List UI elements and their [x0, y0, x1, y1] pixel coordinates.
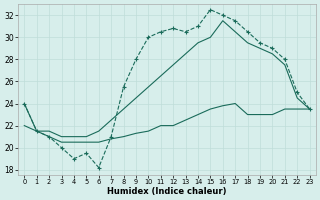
- X-axis label: Humidex (Indice chaleur): Humidex (Indice chaleur): [107, 187, 227, 196]
